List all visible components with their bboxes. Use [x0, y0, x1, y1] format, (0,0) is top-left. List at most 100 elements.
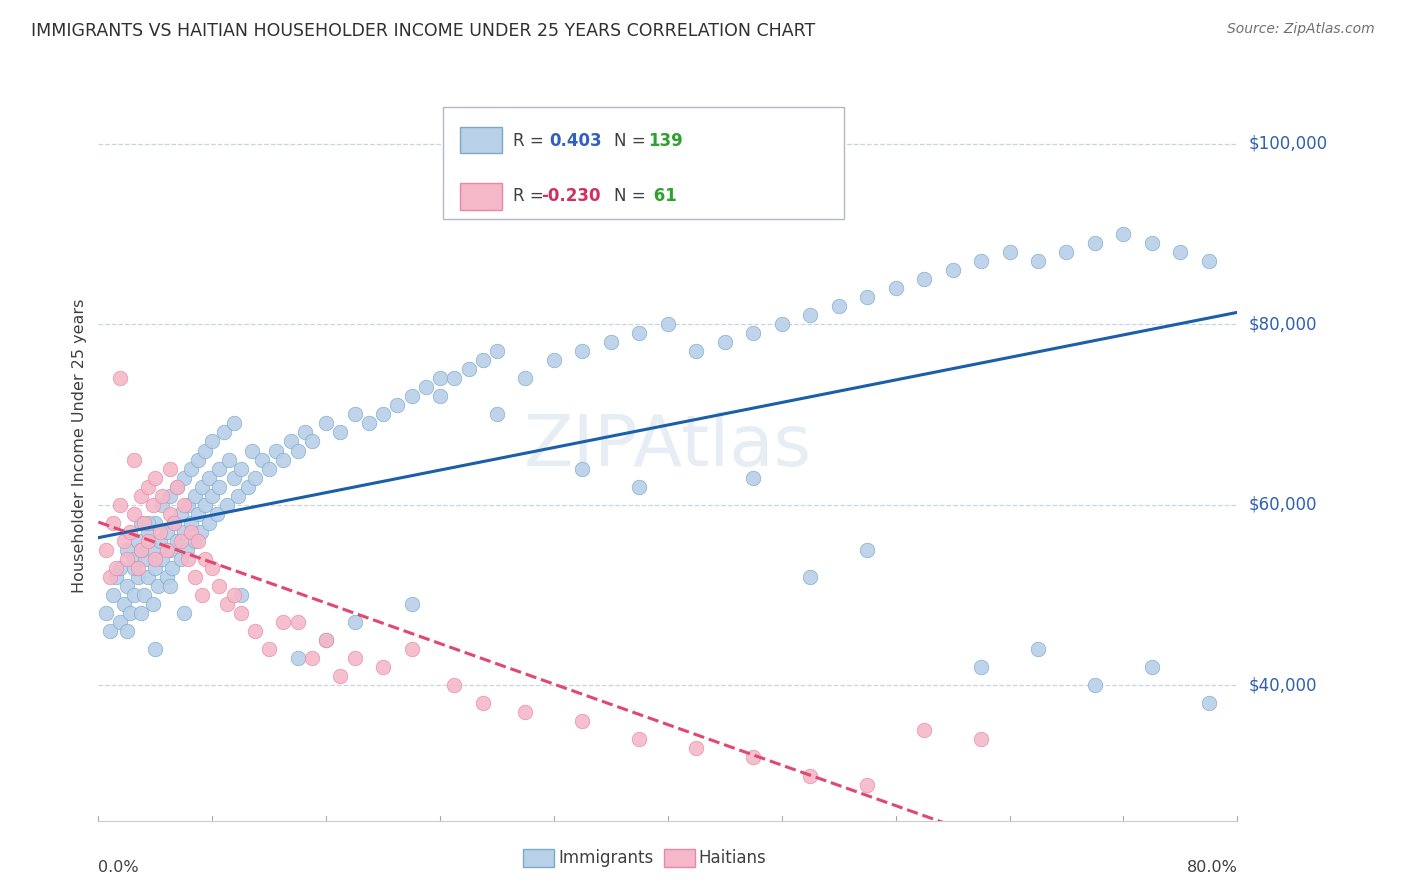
- Point: [180, 516, 202, 530]
- Point: [145, 552, 167, 566]
- Point: [129, 542, 152, 557]
- Point: [515, 371, 537, 385]
- Point: [742, 470, 765, 484]
- Point: [387, 398, 409, 412]
- Point: [159, 489, 181, 503]
- Point: [98, 570, 121, 584]
- Point: [162, 561, 184, 575]
- Point: [129, 516, 152, 530]
- Point: [828, 299, 851, 313]
- Point: [343, 615, 366, 629]
- Point: [118, 524, 141, 539]
- Point: [856, 290, 879, 304]
- Point: [94, 606, 117, 620]
- Point: [101, 588, 124, 602]
- Point: [136, 480, 159, 494]
- Point: [1140, 660, 1163, 674]
- Point: [429, 389, 451, 403]
- Point: [191, 480, 214, 494]
- Point: [194, 498, 217, 512]
- Point: [970, 254, 993, 268]
- Text: ZIPAtlas: ZIPAtlas: [524, 411, 811, 481]
- Point: [329, 669, 352, 683]
- Point: [226, 489, 249, 503]
- Point: [273, 615, 295, 629]
- Point: [145, 642, 167, 657]
- Point: [163, 516, 186, 530]
- Point: [115, 552, 138, 566]
- Point: [115, 579, 138, 593]
- Text: $100,000: $100,000: [1249, 135, 1327, 153]
- Point: [136, 570, 159, 584]
- Point: [443, 678, 465, 692]
- Point: [127, 533, 149, 548]
- Point: [287, 443, 309, 458]
- Point: [208, 579, 231, 593]
- Point: [657, 317, 679, 331]
- Point: [571, 344, 593, 359]
- Point: [187, 452, 209, 467]
- Point: [287, 651, 309, 665]
- Point: [884, 281, 907, 295]
- Text: 0.0%: 0.0%: [98, 860, 139, 874]
- Point: [222, 417, 245, 431]
- Point: [628, 326, 651, 340]
- Point: [122, 588, 145, 602]
- Point: [170, 507, 193, 521]
- Text: -0.230: -0.230: [541, 187, 600, 205]
- Point: [184, 533, 207, 548]
- Point: [215, 597, 238, 611]
- Text: Immigrants: Immigrants: [558, 849, 654, 867]
- Point: [205, 507, 228, 521]
- Point: [222, 588, 245, 602]
- Point: [166, 533, 188, 548]
- Point: [187, 533, 209, 548]
- Point: [315, 417, 337, 431]
- Point: [152, 489, 174, 503]
- Point: [177, 498, 200, 512]
- Point: [115, 542, 138, 557]
- Point: [628, 732, 651, 747]
- Point: [287, 615, 309, 629]
- Point: [141, 542, 163, 557]
- Point: [156, 542, 179, 557]
- Point: [166, 480, 188, 494]
- Point: [152, 498, 174, 512]
- Point: [301, 434, 323, 449]
- Point: [129, 606, 152, 620]
- Point: [373, 660, 395, 674]
- Text: IMMIGRANTS VS HAITIAN HOUSEHOLDER INCOME UNDER 25 YEARS CORRELATION CHART: IMMIGRANTS VS HAITIAN HOUSEHOLDER INCOME…: [31, 22, 815, 40]
- Point: [163, 516, 186, 530]
- Point: [145, 561, 167, 575]
- Point: [159, 461, 181, 475]
- Point: [201, 434, 224, 449]
- Text: 80.0%: 80.0%: [1187, 860, 1237, 874]
- Point: [942, 263, 965, 277]
- Point: [170, 552, 193, 566]
- Point: [294, 425, 316, 440]
- Point: [236, 480, 259, 494]
- Point: [266, 443, 288, 458]
- Point: [194, 443, 217, 458]
- Point: [122, 452, 145, 467]
- Point: [136, 516, 159, 530]
- Point: [1084, 235, 1107, 250]
- Point: [108, 371, 131, 385]
- Point: [401, 389, 423, 403]
- Point: [799, 308, 821, 322]
- Point: [240, 443, 263, 458]
- Point: [273, 452, 295, 467]
- Text: 139: 139: [648, 132, 683, 150]
- Text: 61: 61: [648, 187, 676, 205]
- Point: [685, 741, 707, 756]
- Point: [170, 533, 193, 548]
- Point: [799, 570, 821, 584]
- Point: [149, 524, 172, 539]
- Point: [122, 552, 145, 566]
- Point: [970, 660, 993, 674]
- Point: [1026, 642, 1049, 657]
- Point: [401, 597, 423, 611]
- Point: [132, 516, 155, 530]
- Point: [212, 425, 235, 440]
- Point: [912, 723, 935, 738]
